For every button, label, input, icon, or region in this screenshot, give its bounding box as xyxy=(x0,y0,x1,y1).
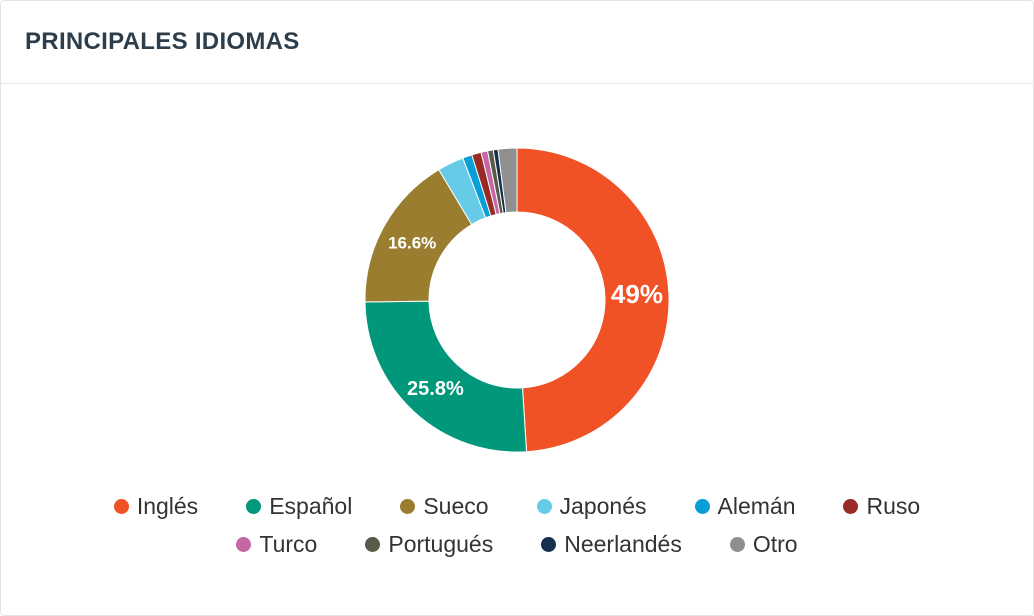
legend-dot-icon xyxy=(729,537,745,552)
legend-label: Neerlandés xyxy=(564,531,682,557)
data-label: 49% xyxy=(611,279,663,309)
legend-item-turco[interactable]: Turco xyxy=(236,531,317,558)
legend-dot-icon xyxy=(843,499,859,514)
legend-label: Alemán xyxy=(717,493,796,519)
slice-otro[interactable] xyxy=(497,147,518,214)
legend-item-inglés[interactable]: Inglés xyxy=(113,493,199,520)
legend-label: Inglés xyxy=(136,493,199,519)
legend-label: Español xyxy=(269,493,353,519)
legend-dot-icon xyxy=(113,499,129,514)
legend-dot-icon xyxy=(236,537,252,552)
legend-row-2: Turco Portugués Neerlandés Otro xyxy=(0,531,1034,558)
legend-dot-icon xyxy=(694,499,710,514)
legend-item-ruso[interactable]: Ruso xyxy=(843,493,920,520)
legend-item-español[interactable]: Español xyxy=(246,493,352,520)
card-header: PRINCIPALES IDIOMAS xyxy=(1,1,1033,84)
legend-label: Japonés xyxy=(559,493,647,519)
slice-español[interactable] xyxy=(364,300,528,453)
card-title: PRINCIPALES IDIOMAS xyxy=(25,28,300,55)
legend-item-japonés[interactable]: Japonés xyxy=(536,493,647,520)
legend-dot-icon xyxy=(246,499,262,514)
data-label: 16.6% xyxy=(388,234,436,253)
legend-item-neerlandés[interactable]: Neerlandés xyxy=(541,531,682,558)
legend-dot-icon xyxy=(541,537,557,552)
legend-label: Otro xyxy=(752,531,798,557)
legend-dot-icon xyxy=(365,537,381,552)
legend-label: Turco xyxy=(259,531,318,557)
data-label: 25.8% xyxy=(407,378,464,400)
legend-row-1: Inglés Español Sueco Japonés Alemán Ruso xyxy=(0,493,1034,520)
legend-label: Ruso xyxy=(866,493,921,519)
slice-inglés[interactable] xyxy=(516,147,670,453)
legend-item-otro[interactable]: Otro xyxy=(729,531,798,558)
legend-label: Portugués xyxy=(388,531,494,557)
legend-label: Sueco xyxy=(423,493,489,519)
legend-dot-icon xyxy=(536,499,552,514)
legend-item-portugués[interactable]: Portugués xyxy=(365,531,493,558)
legend-dot-icon xyxy=(400,499,416,514)
legend-item-sueco[interactable]: Sueco xyxy=(400,493,489,520)
legend-item-alemán[interactable]: Alemán xyxy=(694,493,796,520)
